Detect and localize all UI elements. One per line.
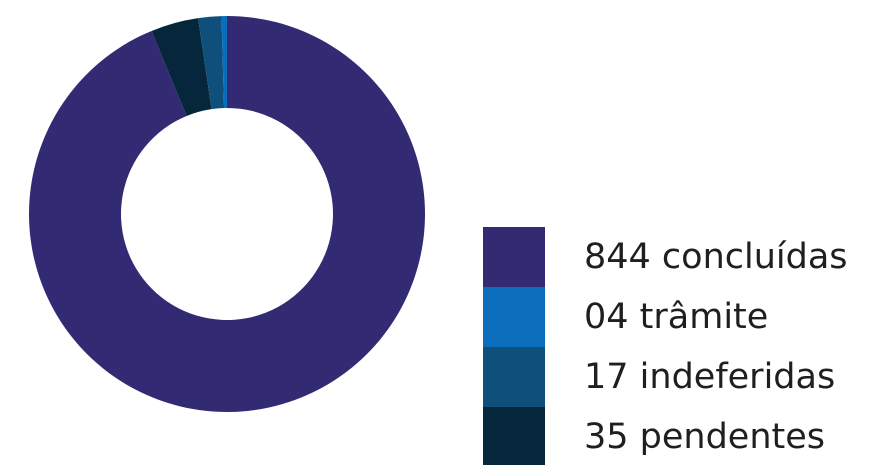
legend-label: 17 indeferidas — [584, 357, 836, 397]
legend-swatch — [483, 227, 545, 287]
donut-slice — [28, 16, 425, 412]
legend-label: 04 trâmite — [584, 297, 769, 337]
legend: 844 concluídas 04 trâmite 17 indeferidas… — [483, 227, 869, 465]
legend-swatch — [483, 407, 545, 465]
donut-chart — [28, 16, 425, 412]
legend-item-tramite: 04 trâmite — [483, 287, 869, 347]
legend-item-pendentes: 35 pendentes — [483, 407, 869, 465]
legend-label: 35 pendentes — [584, 417, 826, 457]
donut-slice — [198, 16, 225, 110]
legend-item-indeferidas: 17 indeferidas — [483, 347, 869, 407]
legend-label: 844 concluídas — [584, 237, 848, 277]
donut-slice — [151, 18, 212, 116]
legend-item-concluidas: 844 concluídas — [483, 227, 869, 287]
legend-swatch — [483, 287, 545, 347]
legend-swatch — [483, 347, 545, 407]
donut-slice — [221, 16, 227, 109]
